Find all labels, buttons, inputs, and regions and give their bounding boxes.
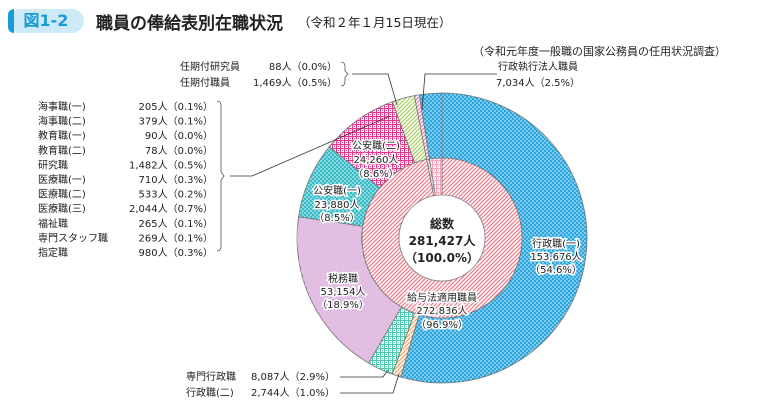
page-title: 職員の俸給表別在職状況 bbox=[96, 14, 283, 34]
others-item-name: 研究職 bbox=[38, 158, 68, 171]
label-zeimu-pct: （18.9%） bbox=[317, 299, 369, 311]
others-item-value: 205人（0.1%） bbox=[139, 101, 214, 113]
callout-senmon-value: 8,087人（2.9%） bbox=[251, 371, 335, 383]
gyosei2-leader bbox=[340, 373, 400, 394]
outer-ring bbox=[296, 92, 588, 384]
others-item-name: 海事職(二) bbox=[38, 115, 86, 128]
center-pct: （100.0%） bbox=[405, 250, 479, 265]
others-item-value: 1,482人（0.5%） bbox=[129, 159, 213, 171]
figure-number-badge: 図1-2 bbox=[8, 9, 84, 33]
label-koan1-value: 23,880人 bbox=[315, 199, 360, 211]
others-item-value: 533人（0.2%） bbox=[139, 189, 214, 201]
label-zeimu-value: 53,154人 bbox=[321, 286, 366, 298]
others-item-name: 海事職(一) bbox=[38, 100, 86, 113]
label-gyosei1-name: 行政職(一) bbox=[532, 237, 580, 250]
label-koan2-pct: （8.6%） bbox=[353, 168, 398, 180]
others-item-value: 379人（0.1%） bbox=[139, 116, 214, 128]
callout-gyosei2-name: 行政職(二) bbox=[186, 386, 234, 399]
others-item-value: 78人（0.0%） bbox=[145, 145, 213, 157]
others-item-value: 710人（0.3%） bbox=[139, 174, 214, 186]
callout-ninki-staff-name: 任期付職員 bbox=[180, 76, 230, 89]
shikko-leader bbox=[421, 73, 497, 111]
center-hole bbox=[398, 194, 486, 282]
label-kyuyoho-value: 272,836人 bbox=[416, 305, 467, 317]
others-item-name: 専門スタッフ職 bbox=[38, 232, 108, 244]
others-item-name: 医療職(三) bbox=[38, 202, 86, 215]
label-gyosei1-pct: （54.6%） bbox=[530, 264, 582, 276]
callout-ninki-researcher-value: 88人（0.0%） bbox=[269, 61, 337, 73]
center-value: 281,427人 bbox=[409, 233, 477, 248]
others-callout-list: 海事職(一) 205人（0.1%） 海事職(二) 379人（0.1%） 教育職(一) 90… bbox=[38, 100, 213, 259]
label-koan1-name: 公安職(一) bbox=[313, 184, 361, 197]
ninki-brace bbox=[340, 61, 349, 87]
callout-shikko-name: 行政執行法人職員 bbox=[498, 60, 578, 73]
callout-gyosei2-value: 2,744人（1.0%） bbox=[251, 387, 335, 399]
senmon-leader bbox=[340, 369, 389, 378]
others-item-value: 90人（0.0%） bbox=[145, 130, 213, 142]
others-item-name: 教育職(一) bbox=[38, 129, 86, 142]
label-kyuyoho-pct: （96.9%） bbox=[416, 319, 468, 331]
source-note: （令和元年度一般職の国家公務員の任用状況調査） bbox=[473, 45, 726, 58]
others-item-value: 269人（0.1%） bbox=[139, 232, 214, 244]
others-brace bbox=[216, 100, 225, 252]
center-label: 総数 bbox=[430, 216, 455, 231]
label-koan2-value: 24,260人 bbox=[354, 154, 399, 166]
others-item-name: 医療職(二) bbox=[38, 188, 86, 201]
others-leader bbox=[230, 115, 391, 177]
callout-ninki-staff-value: 1,469人（0.5%） bbox=[253, 77, 337, 89]
callout-senmon-name: 専門行政職 bbox=[186, 370, 236, 383]
others-item-value: 980人（0.3%） bbox=[139, 247, 214, 259]
label-koan2-name: 公安職(二) bbox=[352, 139, 400, 152]
callout-shikko-value: 7,034人（2.5%） bbox=[496, 77, 580, 89]
callout-ninki-researcher-name: 任期付研究員 bbox=[180, 60, 240, 73]
others-item-value: 265人（0.1%） bbox=[139, 218, 214, 230]
date-subtitle: （令和２年１月15日現在） bbox=[298, 15, 452, 30]
label-kyuyoho-name: 給与法適用職員 bbox=[407, 291, 477, 304]
others-item-value: 2,044人（0.7%） bbox=[129, 203, 213, 215]
others-item-name: 福祉職 bbox=[38, 217, 68, 230]
ninki-leader bbox=[352, 73, 398, 106]
label-zeimu-name: 税務職 bbox=[328, 272, 358, 285]
label-koan1-pct: （8.5%） bbox=[314, 212, 359, 224]
others-item-name: 指定職 bbox=[38, 246, 68, 259]
others-item-name: 教育職(二) bbox=[38, 144, 86, 157]
others-item-name: 医療職(一) bbox=[38, 173, 86, 186]
label-gyosei1-value: 153,676人 bbox=[530, 251, 581, 263]
